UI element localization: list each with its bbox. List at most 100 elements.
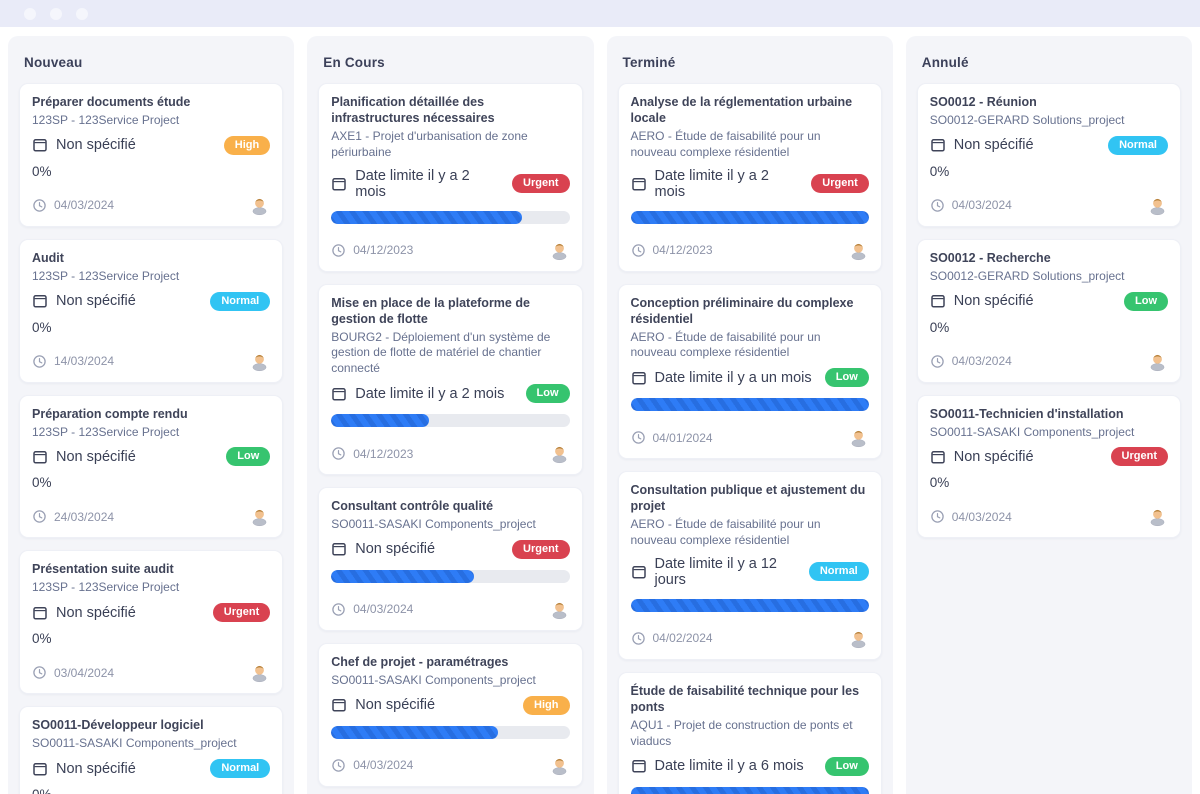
calendar-icon [930, 449, 946, 465]
progress-bar [630, 598, 869, 612]
progress-fill [630, 210, 869, 224]
task-card[interactable]: SO0011-Développeur logiciel SO0011-SASAK… [19, 706, 284, 794]
card-footer: 04/03/2024 [930, 506, 1168, 527]
clock-icon [930, 198, 945, 213]
card-date: 04/02/2024 [652, 631, 713, 646]
progress-bar [331, 725, 570, 739]
task-card[interactable]: Consultation publique et ajustement du p… [617, 471, 882, 660]
priority-badge: Low [824, 756, 869, 776]
clock-icon [32, 509, 47, 524]
card-date: 04/03/2024 [353, 758, 414, 773]
kanban-column-annul-: Annulé SO0012 - Réunion SO0012-GERARD So… [905, 36, 1192, 794]
assignee-avatar-icon [549, 443, 570, 464]
card-project: SO0012-GERARD Solutions_project [929, 113, 1125, 127]
card-project: AERO - Étude de faisabilité pour un nouv… [630, 517, 821, 548]
clock-icon [631, 631, 646, 646]
assignee-avatar-icon [549, 240, 570, 261]
priority-badge: Low [1124, 291, 1168, 311]
task-card[interactable]: Planification détaillée des infrastructu… [318, 83, 583, 272]
clock-icon [631, 243, 646, 258]
window-titlebar [0, 0, 1200, 27]
task-card[interactable]: Préparation compte rendu 123SP - 123Serv… [19, 394, 284, 539]
card-date: 04/12/2023 [353, 446, 414, 461]
card-project: BOURG2 - Déploiement d'un système de ges… [331, 329, 551, 376]
column-title: Nouveau [24, 55, 83, 70]
calendar-icon [32, 605, 48, 621]
progress-bar [331, 569, 570, 583]
clock-icon [930, 509, 945, 524]
card-due-text: Non spécifié [355, 541, 436, 558]
card-project: AERO - Étude de faisabilité pour un nouv… [630, 329, 821, 360]
progress-bar [331, 414, 570, 428]
priority-badge: Urgent [212, 603, 271, 623]
card-footer: 04/03/2024 [331, 599, 569, 620]
window-minimize-button[interactable] [50, 7, 62, 20]
card-title: Présentation suite audit [32, 562, 174, 577]
progress-bar [331, 210, 570, 224]
card-due-text: Non spécifié [56, 604, 136, 621]
card-list: Analyse de la réglementation urbaine loc… [617, 83, 882, 794]
card-due-text: Non spécifié [953, 448, 1034, 465]
card-due-text: Date limite il y a un mois [654, 369, 812, 386]
calendar-icon [331, 541, 347, 557]
window-close-button[interactable] [24, 7, 36, 20]
card-footer: 04/12/2023 [331, 443, 569, 464]
assignee-avatar-icon [549, 755, 570, 776]
task-card[interactable]: Consultant contrôle qualité SO0011-SASAK… [318, 487, 583, 631]
task-card[interactable]: Présentation suite audit 123SP - 123Serv… [19, 550, 284, 695]
task-card[interactable]: SO0011-Technicien d'installation SO0011-… [916, 394, 1181, 539]
task-card[interactable]: Mise en place de la plateforme de gestio… [318, 283, 583, 476]
task-card[interactable]: Analyse de la réglementation urbaine loc… [617, 83, 882, 272]
card-project: AERO - Étude de faisabilité pour un nouv… [630, 129, 821, 159]
progress-fill [630, 398, 869, 412]
calendar-icon [32, 137, 48, 153]
card-due-text: Non spécifié [56, 760, 136, 777]
task-card[interactable]: Préparer documents étude 123SP - 123Serv… [19, 83, 284, 227]
card-date: 14/03/2024 [54, 354, 115, 369]
column-title: En Cours [323, 55, 385, 70]
kanban-column-nouveau: Nouveau Préparer documents étude 123SP -… [8, 36, 295, 794]
card-title: Audit [32, 250, 64, 265]
clock-icon [32, 354, 47, 369]
assignee-avatar-icon [848, 427, 869, 448]
kanban-column-termin-: Terminé Analyse de la réglementation urb… [606, 36, 893, 794]
priority-badge: Urgent [512, 539, 570, 559]
card-project: SO0011-SASAKI Components_project [929, 424, 1135, 439]
task-card[interactable]: Étude de faisabilité technique pour les … [617, 671, 882, 794]
card-title: Planification détaillée des infrastructu… [331, 95, 495, 125]
clock-icon [32, 665, 47, 680]
calendar-icon [32, 761, 48, 777]
card-date: 04/03/2024 [353, 602, 414, 617]
task-card[interactable]: SO0012 - Réunion SO0012-GERARD Solutions… [916, 83, 1181, 227]
priority-badge: Urgent [811, 174, 869, 194]
priority-badge: Normal [210, 759, 271, 779]
card-due-text: Date limite il y a 2 mois [355, 385, 505, 402]
assignee-avatar-icon [249, 195, 270, 216]
card-due-text: Non spécifié [953, 293, 1034, 310]
card-footer: 04/02/2024 [631, 628, 869, 649]
card-footer: 04/03/2024 [930, 195, 1168, 216]
progress-percent: 0% [32, 631, 52, 647]
calendar-icon [631, 564, 647, 580]
card-project: 123SP - 123Service Project [32, 268, 180, 283]
assignee-avatar-icon [848, 240, 869, 261]
progress-fill [331, 725, 499, 739]
task-card[interactable]: Conception préliminaire du complexe rési… [617, 283, 882, 460]
card-list: Planification détaillée des infrastructu… [318, 83, 583, 794]
task-card[interactable]: SO0012 - Recherche SO0012-GERARD Solutio… [916, 238, 1181, 383]
task-card[interactable]: Chef de projet - paramétrages SO0011-SAS… [318, 642, 583, 787]
card-date: 24/03/2024 [54, 509, 115, 524]
progress-percent: 0% [32, 475, 52, 491]
window-maximize-button[interactable] [76, 7, 88, 20]
calendar-icon [331, 176, 347, 192]
progress-bar [630, 210, 869, 224]
card-footer: 04/03/2024 [331, 755, 569, 776]
assignee-avatar-icon [249, 351, 270, 372]
card-due-text: Non spécifié [56, 448, 136, 465]
column-title: Terminé [622, 55, 676, 70]
priority-badge: High [523, 695, 570, 715]
card-footer: 04/03/2024 [32, 195, 270, 216]
progress-bar [630, 398, 869, 412]
card-title: Consultation publique et ajustement du p… [630, 483, 866, 514]
task-card[interactable]: Audit 123SP - 123Service Project Non spé… [19, 238, 284, 383]
